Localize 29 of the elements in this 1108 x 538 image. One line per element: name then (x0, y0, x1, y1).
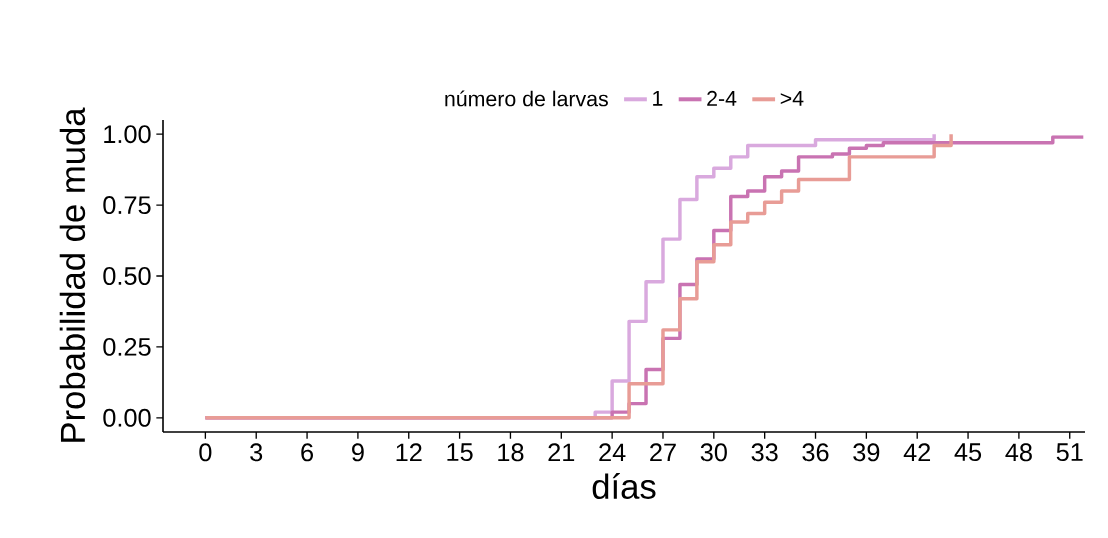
legend-label: 2-4 (707, 90, 737, 106)
legend-title: número de larvas (445, 90, 608, 107)
x-tick-label: 0 (199, 443, 212, 462)
x-tick-label: 3 (250, 443, 263, 462)
x-tick-label: 21 (548, 443, 575, 462)
x-tick-label: 42 (903, 443, 931, 462)
x-tick-label: 45 (954, 443, 982, 462)
y-tick-label: 0.00 (103, 408, 151, 427)
x-tick-label: 51 (1056, 443, 1083, 462)
x-axis-title: días (592, 473, 656, 499)
y-tick-label: 0.50 (103, 267, 151, 285)
y-tick-label: 0.25 (103, 337, 151, 356)
x-tick-label: 24 (599, 443, 626, 462)
x-tick-label: 15 (447, 443, 473, 462)
x-tick-label: 33 (751, 443, 778, 462)
legend-label: >4 (780, 90, 804, 106)
x-tick-label: 39 (853, 443, 880, 462)
x-tick-label: 12 (396, 443, 422, 462)
y-tick-label: 1.00 (104, 125, 151, 144)
x-tick-label: 30 (700, 443, 727, 462)
x-tick-label: 27 (650, 443, 676, 462)
x-tick-label: 6 (301, 443, 313, 462)
y-tick-label: 0.75 (103, 196, 151, 215)
y-axis-title: Probabilidad de muda (59, 107, 86, 442)
x-tick-label: 36 (802, 443, 829, 462)
x-tick-label: 9 (352, 443, 364, 462)
x-tick-label: 48 (1005, 443, 1032, 462)
legend-label: 1 (653, 90, 663, 106)
x-tick-label: 18 (498, 443, 524, 462)
